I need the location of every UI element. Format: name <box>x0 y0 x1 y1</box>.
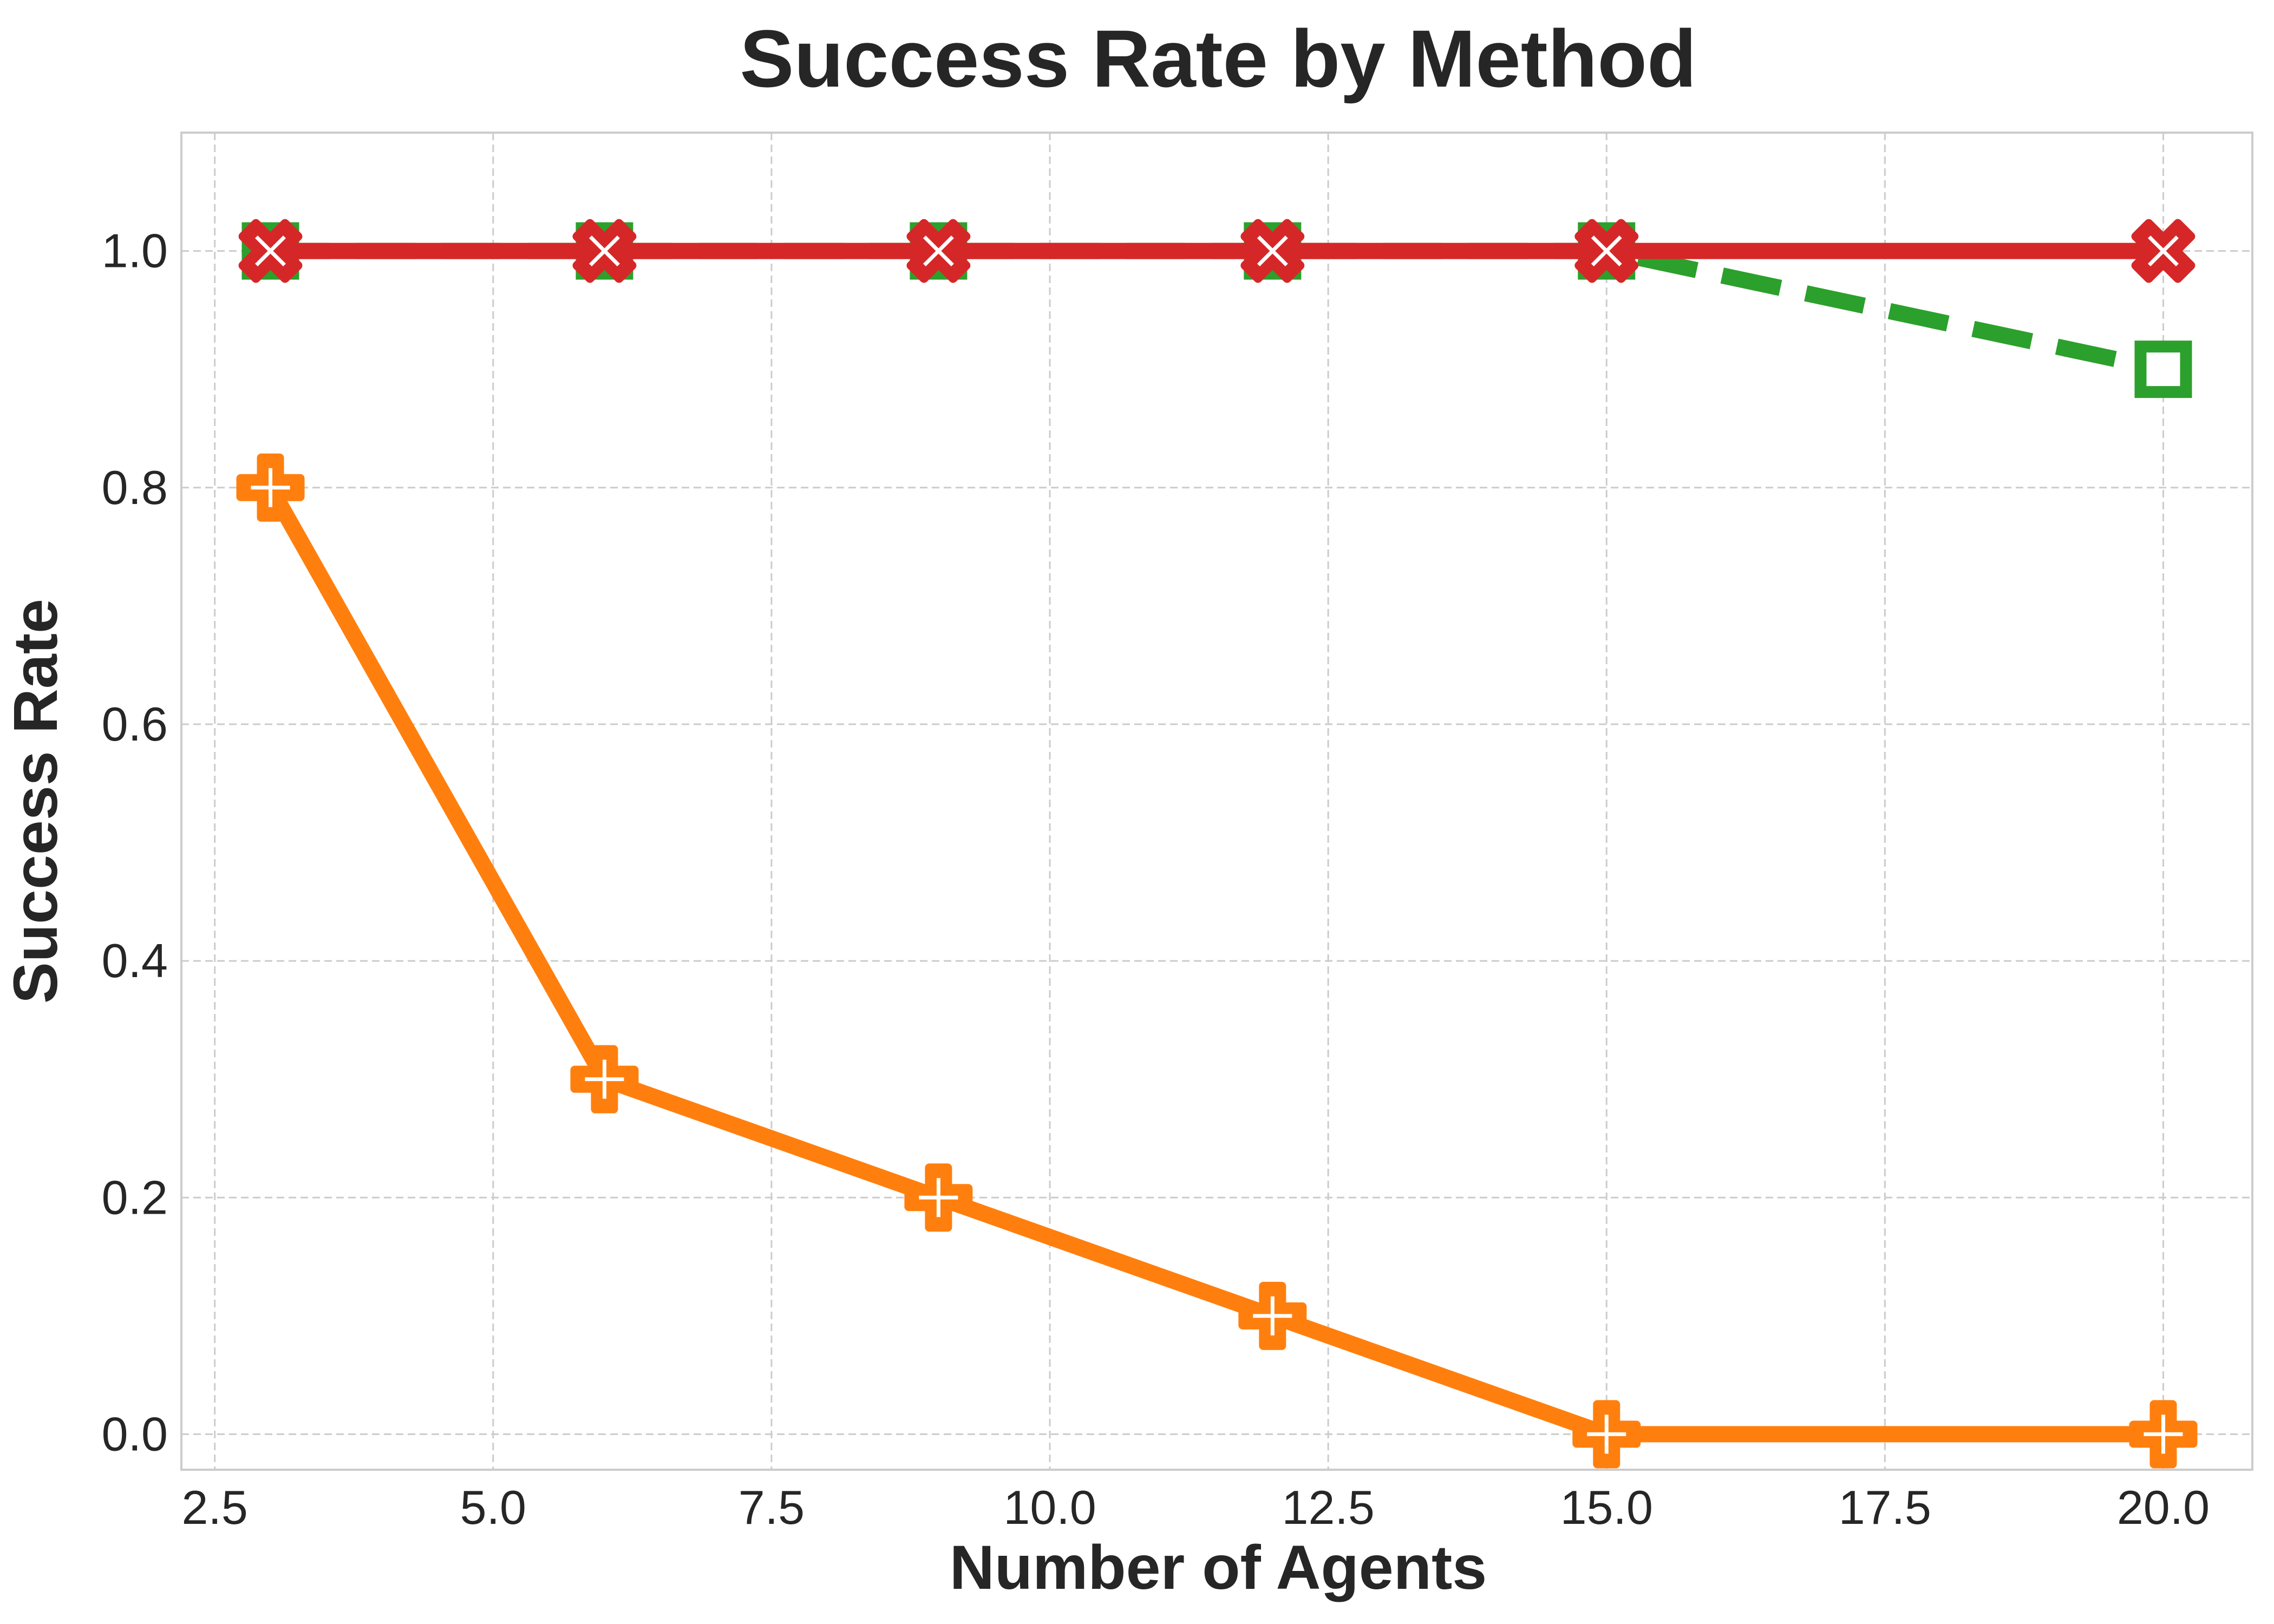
x-tick-label: 15.0 <box>1560 1481 1653 1534</box>
data-point <box>1574 219 1639 283</box>
series-plus-solid <box>236 453 2198 1469</box>
y-tick-label: 0.2 <box>102 1170 168 1224</box>
data-point <box>236 453 305 522</box>
data-point <box>2129 1400 2198 1469</box>
y-tick-label: 1.0 <box>102 224 168 278</box>
grid <box>181 133 2252 1470</box>
data-point <box>238 219 303 283</box>
chart-title: Success Rate by Method <box>740 13 1696 104</box>
data-point <box>1240 219 1305 283</box>
x-tick-label: 12.5 <box>1282 1481 1375 1534</box>
x-axis-ticks: 2.5 5.0 7.5 10.0 12.5 15.0 17.5 20.0 <box>182 1481 2210 1534</box>
x-tick-label: 20.0 <box>2117 1481 2210 1534</box>
series-line <box>270 243 2165 377</box>
data-point <box>1572 1400 1641 1469</box>
series-x-solid <box>238 219 2195 283</box>
y-axis-label: Success Rate <box>1 599 70 1004</box>
data-point <box>570 1045 639 1114</box>
plot-area <box>180 132 2253 1471</box>
y-axis-ticks: 0.0 0.2 0.4 0.6 0.8 1.0 <box>102 224 168 1461</box>
data-point <box>2134 340 2192 398</box>
x-tick-label: 7.5 <box>739 1481 805 1534</box>
x-tick-label: 17.5 <box>1839 1481 1931 1534</box>
data-point <box>1238 1281 1307 1350</box>
data-point <box>2131 219 2195 283</box>
x-tick-label: 10.0 <box>1003 1481 1096 1534</box>
x-axis-label: Number of Agents <box>950 1533 1487 1602</box>
y-tick-label: 0.8 <box>102 461 168 514</box>
series-line <box>263 483 2164 1443</box>
y-tick-label: 0.6 <box>102 697 168 751</box>
y-tick-label: 0.4 <box>102 934 168 987</box>
series-layer <box>236 219 2198 1469</box>
x-tick-label: 5.0 <box>460 1481 526 1534</box>
data-point <box>906 219 971 283</box>
x-tick-label: 2.5 <box>182 1481 248 1534</box>
y-tick-label: 0.0 <box>102 1407 168 1461</box>
data-point <box>572 219 637 283</box>
data-point <box>904 1163 973 1232</box>
